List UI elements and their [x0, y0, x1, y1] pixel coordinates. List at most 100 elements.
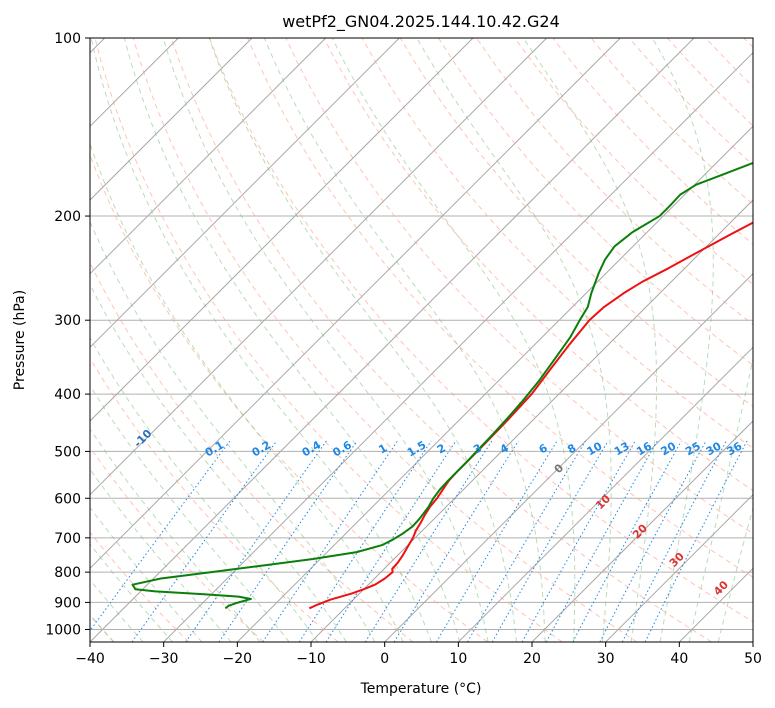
mixing-ratio-line: [185, 440, 327, 642]
dry-adiabat: [90, 446, 264, 642]
mixing-ratio-label: 13: [612, 439, 632, 458]
isotherm-gridline: [90, 38, 621, 570]
moist-adiabat: [208, 38, 517, 642]
moist-adiabat: [331, 38, 576, 642]
isotherm-gridline: [236, 125, 753, 642]
grid-layer: [90, 38, 753, 642]
y-axis-label: Pressure (hPa): [12, 290, 28, 390]
mixing-ratio-label: 25: [683, 439, 703, 458]
dry-adiabat: [285, 38, 753, 535]
moist-adiabat: [90, 283, 347, 642]
mixing-ratio-line: [298, 440, 432, 642]
x-axis-label: Temperature (°C): [360, 681, 482, 697]
y-tick-label: 400: [54, 387, 81, 403]
isotherm-gridline: [605, 493, 753, 642]
x-tick-label: 0: [380, 651, 389, 667]
x-tick-label: −20: [223, 651, 253, 667]
axes-layer: −40 −30 −20 −10 0 10 20 30 40 5010020030040050060…: [45, 31, 762, 667]
moist-adiabat: [90, 38, 432, 642]
dewpoint-profile-line: [131, 161, 753, 610]
dry-adiabat: [590, 38, 753, 206]
profile-series: [131, 161, 753, 610]
mixing-ratio-line: [262, 440, 398, 642]
thermo-overlays: [90, 38, 753, 642]
moist-adiabat: [90, 428, 261, 642]
isotherm-gridline: [90, 38, 695, 642]
isotherm-gridline: [457, 346, 753, 642]
moist-adiabat: [90, 142, 404, 642]
dry-adiabat: [476, 38, 753, 326]
moist-adiabat: [416, 38, 612, 642]
x-tick-label: 50: [744, 651, 762, 667]
moist-adiabat: [90, 468, 232, 642]
dry-adiabat: [705, 38, 753, 88]
x-tick-label: −40: [75, 651, 105, 667]
moist-adiabat: [263, 38, 546, 642]
dry-adiabat: [90, 261, 414, 642]
mixing-ratio-label: 1.5: [405, 438, 428, 459]
isotherm-gridline: [90, 38, 327, 275]
y-tick-label: 900: [54, 595, 81, 611]
mixing-ratio-label: 10: [585, 439, 605, 458]
moist-adiabat: [651, 38, 714, 642]
x-tick-label: 10: [449, 651, 467, 667]
y-tick-label: 200: [54, 209, 81, 225]
moist-adiabat-label: 0: [552, 461, 567, 476]
dry-adiabat-label: -10: [131, 427, 154, 450]
mixing-ratio-label: 36: [725, 439, 745, 458]
moist-adiabat: [90, 337, 319, 642]
mixing-ratio-label: 6: [537, 441, 550, 456]
mixing-ratio-line: [218, 440, 358, 642]
dry-adiabat: [667, 38, 753, 127]
dry-adiabat: [209, 38, 753, 623]
mixing-ratio-label: 8: [565, 441, 578, 456]
mixing-ratio-line: [364, 440, 493, 642]
moist-adiabat: [717, 506, 753, 642]
moist-adiabat-label: 40: [711, 578, 731, 598]
dry-adiabat: [170, 38, 712, 642]
moist-adiabat: [162, 38, 489, 642]
isotherm-gridline: [90, 38, 253, 201]
mixing-ratio-label: 0.6: [331, 438, 355, 459]
mixing-ratio-line: [491, 440, 609, 642]
isotherm-gridline: [678, 567, 753, 642]
dry-adiabat: [399, 38, 753, 408]
mixing-ratio-line: [393, 440, 519, 642]
mixing-ratio-line: [435, 440, 558, 642]
dry-adiabat: [94, 38, 563, 642]
y-tick-label: 600: [54, 491, 81, 507]
mixing-ratio-line: [545, 440, 658, 642]
x-tick-label: 40: [670, 651, 688, 667]
y-tick-label: 700: [54, 531, 81, 547]
mixing-ratio-label: 0.4: [300, 438, 324, 459]
moist-adiabat: [688, 356, 753, 642]
moist-adiabat: [123, 38, 461, 642]
isotherm-gridline: [90, 38, 548, 496]
dry-adiabat: [90, 153, 488, 642]
moist-adiabat: [90, 220, 376, 642]
mixing-ratio-line: [467, 440, 586, 642]
mixing-ratio-label: 0.2: [250, 438, 273, 459]
chart-title: wetPf2_GN04.2025.144.10.42.G24: [282, 12, 560, 32]
mixing-ratio-line: [131, 440, 278, 642]
x-tick-label: −10: [296, 651, 326, 667]
isotherm-gridline: [310, 199, 753, 642]
mixing-ratio-line: [521, 440, 636, 642]
dry-adiabat: [132, 38, 638, 642]
x-tick-label: −30: [149, 651, 179, 667]
mixing-ratio-line: [644, 440, 748, 642]
mixing-ratio-label: 20: [658, 439, 678, 458]
x-tick-label: 20: [523, 651, 541, 667]
mixing-ratio-line: [325, 440, 457, 642]
moist-adiabat: [90, 506, 203, 642]
y-tick-label: 500: [54, 444, 81, 460]
x-tick-label: 30: [597, 651, 615, 667]
moist-adiabat: [90, 543, 173, 642]
moist-adiabat-label: 30: [667, 550, 687, 570]
plot-frame: [89, 37, 754, 643]
dry-adiabat: [90, 531, 190, 642]
moist-adiabat: [522, 38, 658, 642]
isotherm-gridline: [752, 641, 753, 642]
mixing-ratio-line: [599, 440, 707, 642]
